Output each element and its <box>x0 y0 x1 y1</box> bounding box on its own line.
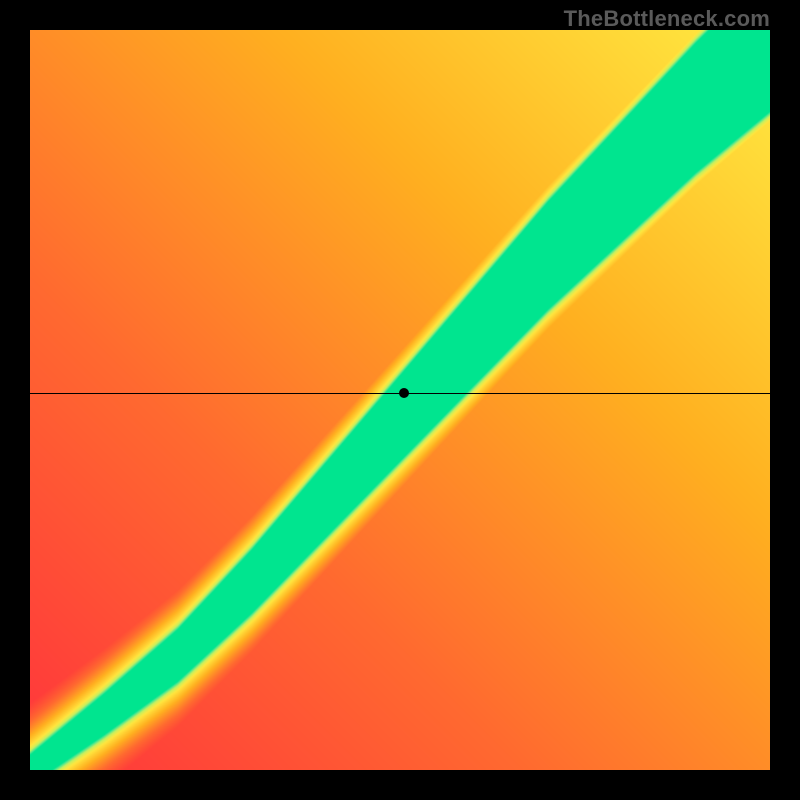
crosshair-marker-dot <box>399 388 409 398</box>
watermark-text: TheBottleneck.com <box>564 6 770 32</box>
plot-frame <box>0 0 800 800</box>
bottleneck-heatmap <box>30 30 770 770</box>
plot-area <box>30 30 770 770</box>
